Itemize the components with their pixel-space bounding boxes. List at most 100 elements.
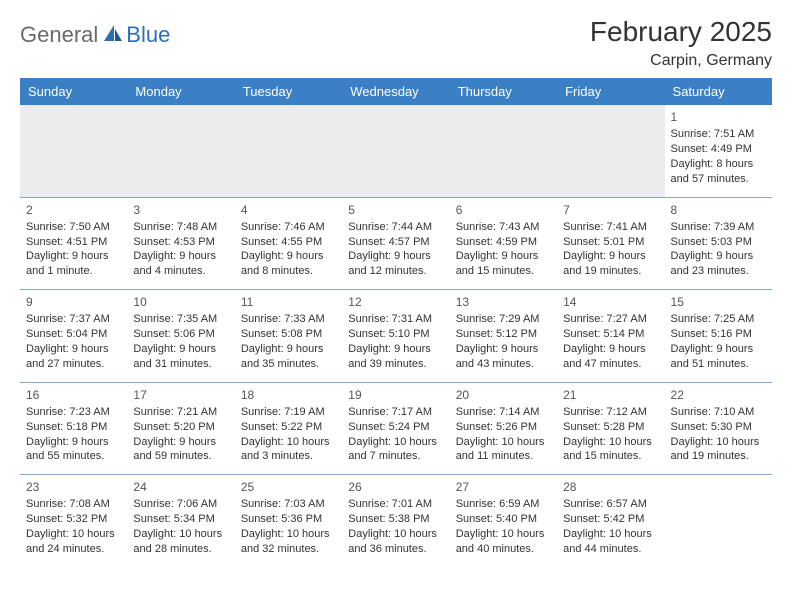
sunrise-text: Sunrise: 7:01 AM	[348, 497, 443, 512]
sunrise-text: Sunrise: 7:51 AM	[671, 127, 766, 142]
day-number: 19	[348, 387, 443, 403]
daylight-text: Daylight: 9 hours and 59 minutes.	[133, 435, 228, 465]
sunset-text: Sunset: 5:40 PM	[456, 512, 551, 527]
sunrise-text: Sunrise: 7:12 AM	[563, 405, 658, 420]
calendar-cell: 4Sunrise: 7:46 AMSunset: 4:55 PMDaylight…	[235, 197, 342, 290]
calendar-cell: 6Sunrise: 7:43 AMSunset: 4:59 PMDaylight…	[450, 197, 557, 290]
sunset-text: Sunset: 5:34 PM	[133, 512, 228, 527]
calendar-cell: 21Sunrise: 7:12 AMSunset: 5:28 PMDayligh…	[557, 382, 664, 475]
sunrise-text: Sunrise: 7:06 AM	[133, 497, 228, 512]
calendar-cell	[557, 105, 664, 197]
calendar-cell: 16 Sunrise: 7:23 AMSunset: 5:18 PMDayligh…	[20, 382, 127, 475]
calendar-cell: 1Sunrise: 7:51 AMSunset: 4:49 PMDaylight…	[665, 105, 772, 197]
sunrise-text: Sunrise: 7:25 AM	[671, 312, 766, 327]
sunset-text: Sunset: 4:55 PM	[241, 235, 336, 250]
sunrise-text: Sunrise: 7:23 AM	[26, 405, 121, 420]
weekday-header: Wednesday	[342, 78, 449, 105]
daylight-text: Daylight: 9 hours and 23 minutes.	[671, 249, 766, 279]
sunrise-text: Sunrise: 7:27 AM	[563, 312, 658, 327]
sunrise-text: Sunrise: 6:57 AM	[563, 497, 658, 512]
daylight-text: Daylight: 10 hours and 24 minutes.	[26, 527, 121, 557]
sunset-text: Sunset: 5:22 PM	[241, 420, 336, 435]
daylight-text: Daylight: 10 hours and 3 minutes.	[241, 435, 336, 465]
sunrise-text: Sunrise: 7:50 AM	[26, 220, 121, 235]
month-title: February 2025	[590, 16, 772, 48]
sunset-text: Sunset: 5:42 PM	[563, 512, 658, 527]
daylight-text: Daylight: 9 hours and 19 minutes.	[563, 249, 658, 279]
calendar-week-row: 16Sunrise: 7:23 AMSunset: 5:18 PMDayligh…	[20, 382, 772, 475]
weekday-header: Tuesday	[235, 78, 342, 105]
day-number: 5	[348, 202, 443, 218]
daylight-text: Daylight: 9 hours and 43 minutes.	[456, 342, 551, 372]
calendar-cell: 13Sunrise: 7:29 AMSunset: 5:12 PMDayligh…	[450, 290, 557, 383]
daylight-text: Daylight: 9 hours and 31 minutes.	[133, 342, 228, 372]
sunrise-text: Sunrise: 7:37 AM	[26, 312, 121, 327]
day-number: 20	[456, 387, 551, 403]
daylight-text: Daylight: 8 hours and 57 minutes.	[671, 157, 766, 187]
day-number: 26	[348, 479, 443, 495]
sunrise-text: Sunrise: 7:48 AM	[133, 220, 228, 235]
sunrise-text: Sunrise: 7:33 AM	[241, 312, 336, 327]
sunset-text: Sunset: 5:14 PM	[563, 327, 658, 342]
day-number: 3	[133, 202, 228, 218]
weekday-header: Thursday	[450, 78, 557, 105]
sunrise-text: Sunrise: 7:35 AM	[133, 312, 228, 327]
calendar-cell	[235, 105, 342, 197]
daylight-text: Daylight: 9 hours and 51 minutes.	[671, 342, 766, 372]
logo-text-general: General	[20, 22, 98, 48]
calendar-cell: 24Sunrise: 7:06 AMSunset: 5:34 PMDayligh…	[127, 475, 234, 567]
day-number: 1	[671, 109, 766, 125]
calendar-cell	[665, 475, 772, 567]
weekday-header: Friday	[557, 78, 664, 105]
sunset-text: Sunset: 5:18 PM	[26, 420, 121, 435]
title-block: February 2025 Carpin, Germany	[590, 16, 772, 70]
calendar-cell: 7Sunrise: 7:41 AMSunset: 5:01 PMDaylight…	[557, 197, 664, 290]
sunset-text: Sunset: 5:20 PM	[133, 420, 228, 435]
sunrise-text: Sunrise: 6:59 AM	[456, 497, 551, 512]
sunset-text: Sunset: 5:10 PM	[348, 327, 443, 342]
day-number: 23	[26, 479, 121, 495]
calendar-cell: 11Sunrise: 7:33 AMSunset: 5:08 PMDayligh…	[235, 290, 342, 383]
calendar-cell: 2Sunrise: 7:50 AMSunset: 4:51 PMDaylight…	[20, 197, 127, 290]
calendar-week-row: 1Sunrise: 7:51 AMSunset: 4:49 PMDaylight…	[20, 105, 772, 197]
sunset-text: Sunset: 4:53 PM	[133, 235, 228, 250]
daylight-text: Daylight: 9 hours and 47 minutes.	[563, 342, 658, 372]
sunset-text: Sunset: 4:51 PM	[26, 235, 121, 250]
sunset-text: Sunset: 5:24 PM	[348, 420, 443, 435]
daylight-text: Daylight: 9 hours and 55 minutes.	[26, 435, 121, 465]
calendar-cell	[342, 105, 449, 197]
calendar-cell: 20Sunrise: 7:14 AMSunset: 5:26 PMDayligh…	[450, 382, 557, 475]
sunset-text: Sunset: 4:59 PM	[456, 235, 551, 250]
day-number: 17	[133, 387, 228, 403]
daylight-text: Daylight: 10 hours and 19 minutes.	[671, 435, 766, 465]
calendar-week-row: 2Sunrise: 7:50 AMSunset: 4:51 PMDaylight…	[20, 197, 772, 290]
day-number: 28	[563, 479, 658, 495]
daylight-text: Daylight: 9 hours and 4 minutes.	[133, 249, 228, 279]
daylight-text: Daylight: 9 hours and 8 minutes.	[241, 249, 336, 279]
calendar-week-row: 9Sunrise: 7:37 AMSunset: 5:04 PMDaylight…	[20, 290, 772, 383]
day-number: 25	[241, 479, 336, 495]
calendar-cell: 15Sunrise: 7:25 AMSunset: 5:16 PMDayligh…	[665, 290, 772, 383]
sunrise-text: Sunrise: 7:14 AM	[456, 405, 551, 420]
daylight-text: Daylight: 9 hours and 1 minute.	[26, 249, 121, 279]
logo-text-blue: Blue	[126, 22, 170, 48]
day-number: 27	[456, 479, 551, 495]
sunset-text: Sunset: 5:01 PM	[563, 235, 658, 250]
calendar-cell: 3 Sunrise: 7:48 AMSunset: 4:53 PMDaylight…	[127, 197, 234, 290]
day-number: 24	[133, 479, 228, 495]
calendar-cell	[20, 105, 127, 197]
calendar-cell: 22Sunrise: 7:10 AMSunset: 5:30 PMDayligh…	[665, 382, 772, 475]
day-number: 14	[563, 294, 658, 310]
sunrise-text: Sunrise: 7:08 AM	[26, 497, 121, 512]
daylight-text: Daylight: 10 hours and 44 minutes.	[563, 527, 658, 557]
daylight-text: Daylight: 9 hours and 39 minutes.	[348, 342, 443, 372]
calendar-cell: 19Sunrise: 7:17 AMSunset: 5:24 PMDayligh…	[342, 382, 449, 475]
sunset-text: Sunset: 5:04 PM	[26, 327, 121, 342]
daylight-text: Daylight: 9 hours and 35 minutes.	[241, 342, 336, 372]
day-number: 4	[241, 202, 336, 218]
weekday-header-row: Sunday Monday Tuesday Wednesday Thursday…	[20, 78, 772, 105]
sunset-text: Sunset: 5:30 PM	[671, 420, 766, 435]
sunset-text: Sunset: 5:32 PM	[26, 512, 121, 527]
day-number: 16	[26, 387, 121, 403]
sunset-text: Sunset: 5:38 PM	[348, 512, 443, 527]
